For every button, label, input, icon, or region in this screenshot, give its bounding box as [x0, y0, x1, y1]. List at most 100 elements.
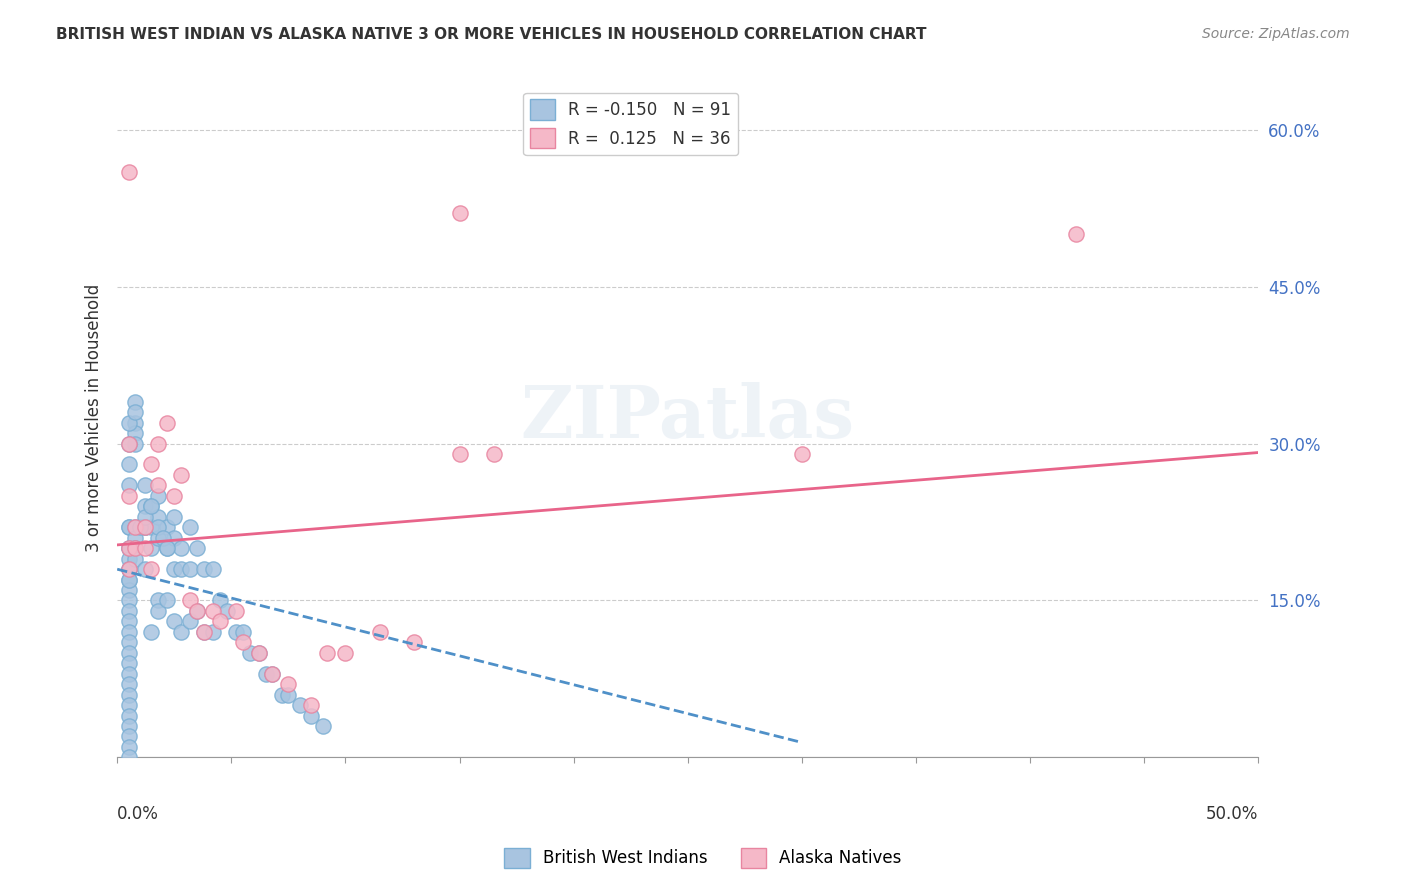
British West Indians — [134, 478, 156, 492]
British West Indians — [134, 520, 156, 534]
British West Indians — [117, 541, 139, 556]
British West Indians — [193, 562, 215, 576]
British West Indians — [124, 436, 146, 450]
Alaska Natives — [232, 635, 254, 649]
British West Indians — [148, 531, 170, 545]
British West Indians — [170, 541, 193, 556]
British West Indians — [148, 593, 170, 607]
British West Indians — [117, 688, 139, 702]
British West Indians — [202, 624, 225, 639]
British West Indians — [117, 624, 139, 639]
British West Indians — [141, 541, 163, 556]
British West Indians — [232, 624, 254, 639]
British West Indians — [117, 562, 139, 576]
British West Indians — [117, 666, 139, 681]
British West Indians — [134, 509, 156, 524]
Alaska Natives — [148, 436, 170, 450]
Text: BRITISH WEST INDIAN VS ALASKA NATIVE 3 OR MORE VEHICLES IN HOUSEHOLD CORRELATION: BRITISH WEST INDIAN VS ALASKA NATIVE 3 O… — [56, 27, 927, 42]
British West Indians — [270, 688, 292, 702]
British West Indians — [134, 500, 156, 514]
British West Indians — [134, 562, 156, 576]
Alaska Natives — [179, 593, 201, 607]
British West Indians — [179, 520, 201, 534]
British West Indians — [254, 666, 277, 681]
Alaska Natives — [482, 447, 505, 461]
British West Indians — [141, 500, 163, 514]
British West Indians — [193, 624, 215, 639]
British West Indians — [117, 615, 139, 629]
British West Indians — [148, 520, 170, 534]
British West Indians — [148, 604, 170, 618]
British West Indians — [117, 698, 139, 712]
British West Indians — [163, 531, 186, 545]
Alaska Natives — [790, 447, 813, 461]
Alaska Natives — [186, 604, 208, 618]
British West Indians — [179, 562, 201, 576]
British West Indians — [277, 688, 299, 702]
Legend: R = -0.150   N = 91, R =  0.125   N = 36: R = -0.150 N = 91, R = 0.125 N = 36 — [523, 93, 738, 155]
British West Indians — [163, 562, 186, 576]
Alaska Natives — [117, 562, 139, 576]
British West Indians — [141, 500, 163, 514]
British West Indians — [247, 646, 270, 660]
British West Indians — [117, 573, 139, 587]
Text: 0.0%: 0.0% — [117, 805, 159, 823]
British West Indians — [117, 730, 139, 744]
Alaska Natives — [208, 615, 231, 629]
British West Indians — [152, 531, 174, 545]
British West Indians — [156, 520, 179, 534]
Alaska Natives — [117, 489, 139, 503]
British West Indians — [117, 551, 139, 566]
Alaska Natives — [117, 164, 139, 178]
Alaska Natives — [316, 646, 339, 660]
Alaska Natives — [148, 478, 170, 492]
British West Indians — [163, 509, 186, 524]
British West Indians — [179, 615, 201, 629]
British West Indians — [124, 416, 146, 430]
British West Indians — [202, 562, 225, 576]
British West Indians — [215, 604, 238, 618]
Alaska Natives — [124, 541, 146, 556]
British West Indians — [117, 708, 139, 723]
British West Indians — [117, 635, 139, 649]
Alaska Natives — [402, 635, 425, 649]
Alaska Natives — [262, 666, 284, 681]
Alaska Natives — [141, 562, 163, 576]
Alaska Natives — [449, 447, 471, 461]
British West Indians — [117, 478, 139, 492]
British West Indians — [117, 520, 139, 534]
British West Indians — [124, 426, 146, 441]
Alaska Natives — [163, 489, 186, 503]
British West Indians — [117, 739, 139, 754]
British West Indians — [117, 604, 139, 618]
British West Indians — [117, 541, 139, 556]
British West Indians — [117, 562, 139, 576]
British West Indians — [129, 520, 152, 534]
Alaska Natives — [368, 624, 391, 639]
Alaska Natives — [299, 698, 322, 712]
Alaska Natives — [449, 206, 471, 220]
British West Indians — [239, 646, 262, 660]
British West Indians — [124, 551, 146, 566]
British West Indians — [117, 436, 139, 450]
British West Indians — [124, 541, 146, 556]
British West Indians — [186, 541, 208, 556]
British West Indians — [141, 624, 163, 639]
British West Indians — [148, 509, 170, 524]
Alaska Natives — [156, 416, 179, 430]
British West Indians — [170, 624, 193, 639]
British West Indians — [117, 750, 139, 764]
Alaska Natives — [225, 604, 247, 618]
British West Indians — [117, 458, 139, 472]
British West Indians — [311, 719, 333, 733]
Text: Source: ZipAtlas.com: Source: ZipAtlas.com — [1202, 27, 1350, 41]
Y-axis label: 3 or more Vehicles in Household: 3 or more Vehicles in Household — [86, 284, 103, 551]
Alaska Natives — [247, 646, 270, 660]
Alaska Natives — [124, 520, 146, 534]
British West Indians — [117, 582, 139, 597]
British West Indians — [141, 520, 163, 534]
Text: 50.0%: 50.0% — [1206, 805, 1258, 823]
British West Indians — [124, 520, 146, 534]
Alaska Natives — [117, 541, 139, 556]
Alaska Natives — [141, 458, 163, 472]
